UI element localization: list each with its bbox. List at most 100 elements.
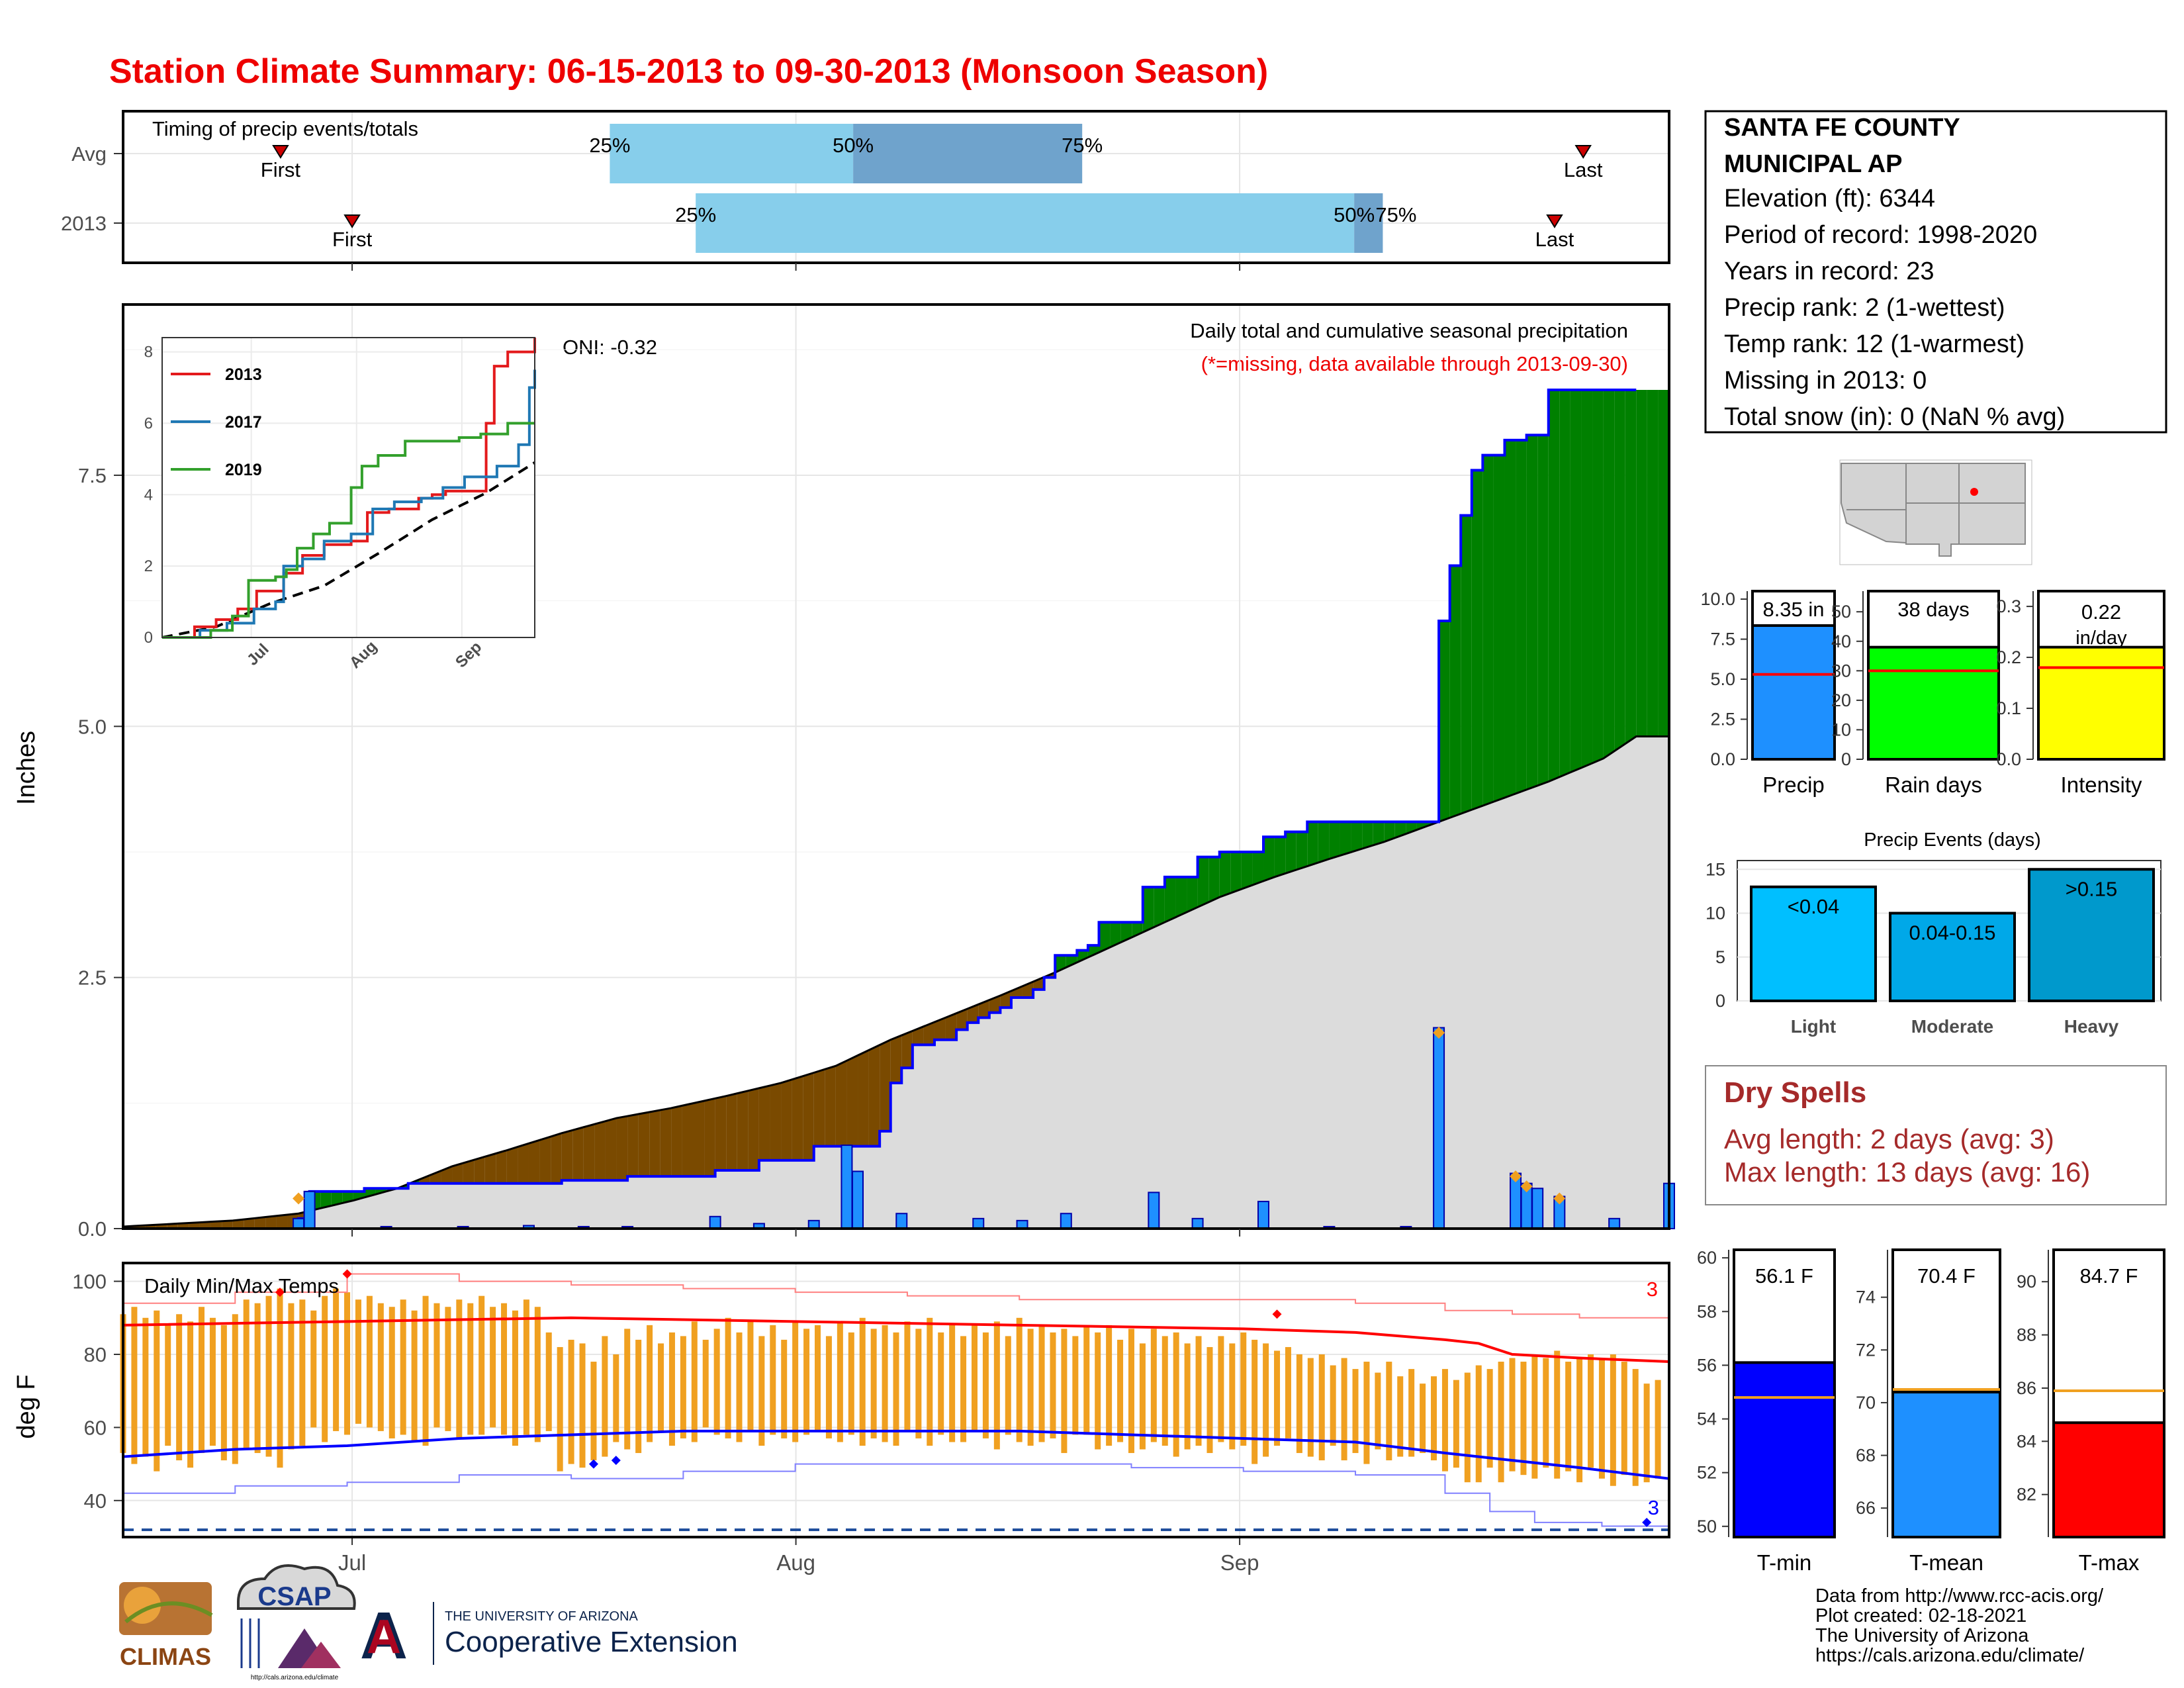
mini-chart-precip-events: Precip Events (days) 0 5 10 15 <0.04 Light 0.04… — [1706, 829, 2161, 1037]
inset-y-tick-label: 2 — [144, 557, 153, 575]
temps-daily-range-bar — [702, 1339, 709, 1428]
mini-value-bar — [2052, 1421, 2165, 1538]
temps-daily-range-bar — [1453, 1380, 1459, 1468]
precip-surplus-area — [1241, 851, 1253, 890]
precip-deficit-area — [967, 1004, 979, 1023]
precip-surplus-area — [1208, 857, 1220, 902]
temps-daily-range-bar — [187, 1321, 194, 1468]
temps-daily-range-bar — [1296, 1354, 1302, 1454]
temps-daily-range-bar — [870, 1329, 877, 1438]
temps-daily-range-bar — [277, 1288, 283, 1468]
precip-y-tick-label: 0.0 — [78, 1217, 107, 1241]
mini-value-label: 56.1 F — [1755, 1264, 1813, 1288]
timing-label-50: 50% — [833, 134, 874, 157]
dry-spells-box: Dry Spells Avg length: 2 days (avg: 3) M… — [1705, 1065, 2167, 1205]
precip-deficit-area — [792, 1076, 803, 1160]
temps-record-low-marker — [588, 1459, 598, 1469]
precip-deficit-area — [956, 1008, 968, 1030]
timing-frame — [122, 110, 1670, 264]
precip-surplus-area — [1439, 620, 1450, 822]
precip-events-bar — [2028, 868, 2155, 1002]
temps-daily-range-bar — [1588, 1354, 1594, 1468]
precip-surplus-area — [1384, 821, 1395, 842]
mini-value-label: 84.7 F — [2080, 1264, 2138, 1288]
precip-daily-bar — [1148, 1192, 1160, 1229]
temps-daily-range-bar — [1441, 1369, 1448, 1472]
temps-daily-range-bar — [1184, 1343, 1191, 1450]
temps-daily-range-bar — [1386, 1362, 1392, 1461]
temps-daily-range-bar — [400, 1299, 406, 1435]
temps-daily-range-bar — [1240, 1332, 1247, 1446]
timing-first-label: First — [261, 158, 301, 181]
precip-deficit-area — [803, 1072, 814, 1160]
mini-y-tick-label: 2.5 — [1710, 710, 1735, 729]
mini-y-tick-label: 70 — [1856, 1393, 1876, 1413]
precip-deficit-area — [605, 1118, 617, 1181]
precip-surplus-area — [1087, 945, 1099, 958]
ua-logo: A A THE UNIVERSITY OF ARIZONA Cooperativ… — [360, 1599, 738, 1673]
precip-subtitle: (*=missing, data available through 2013-… — [1201, 352, 1628, 375]
temps-daily-range-bar — [1150, 1329, 1157, 1442]
mini-category-label: Precip — [1762, 773, 1825, 797]
temps-record-high-marker — [1272, 1309, 1282, 1319]
precip-events-y-tick-label: 10 — [1706, 904, 1725, 923]
temps-daily-range-bar — [837, 1321, 843, 1442]
mini-value-bar — [1733, 1361, 1836, 1539]
timing-bar-50-75 — [1354, 193, 1383, 253]
temps-daily-range-bar — [1139, 1343, 1146, 1450]
inset-x-tick-label: Sep — [452, 638, 485, 671]
temps-daily-range-bar — [1565, 1362, 1572, 1472]
temps-record-high-count: 3 — [1647, 1278, 1658, 1301]
temps-daily-range-bar — [1475, 1365, 1482, 1483]
timing-label-75: 75% — [1375, 203, 1416, 226]
temps-daily-range-bar — [747, 1321, 754, 1431]
precip-surplus-area — [1132, 922, 1143, 937]
precip-deficit-area — [868, 1045, 880, 1147]
temps-daily-range-bar — [770, 1325, 776, 1435]
precip-surplus-area — [1559, 389, 1570, 777]
timing-label-50: 50% — [1334, 203, 1375, 226]
temps-daily-range-bar — [456, 1299, 463, 1438]
precip-deficit-area — [583, 1124, 595, 1181]
precip-daily-bar — [1191, 1217, 1204, 1229]
precip-panel: Daily total and cumulative seasonal prec… — [13, 303, 1675, 1241]
precip-events-category-label: Light — [1791, 1016, 1836, 1037]
precip-events-y-tick-label: 15 — [1706, 859, 1725, 879]
timing-first-marker — [272, 145, 289, 159]
temps-daily-range-bar — [1038, 1325, 1045, 1442]
footer-line-4: https://cals.arizona.edu/climate/ — [1815, 1645, 2085, 1666]
precip-daily-bar — [1060, 1213, 1072, 1230]
temps-daily-range-bar — [713, 1329, 720, 1435]
temps-daily-range-bar — [647, 1325, 653, 1442]
precip-surplus-area — [1318, 821, 1330, 863]
temps-y-axis-label: deg F — [13, 1374, 40, 1438]
precip-2013-cumulative-line — [123, 388, 1637, 1230]
timing-last-label: Last — [1564, 158, 1603, 181]
temps-panel: deg F 40 60 80 100 Jul Aug Sep Daily Min/Max Te… — [13, 1262, 1670, 1575]
svg-text:A: A — [367, 1611, 401, 1664]
temps-daily-range-bar — [557, 1346, 563, 1472]
temps-daily-range-bar — [1128, 1329, 1134, 1454]
precip-surplus-area — [1625, 389, 1637, 744]
temps-daily-range-bar — [265, 1295, 272, 1457]
precip-deficit-area — [1011, 986, 1023, 998]
timing-bar-50-75 — [853, 124, 1083, 183]
inset-frame — [161, 337, 535, 638]
temps-daily-range-bar — [658, 1343, 664, 1431]
inset-avg-line — [161, 461, 536, 639]
precip-deficit-area — [781, 1079, 792, 1160]
precip-deficit-area — [901, 1031, 913, 1068]
inset-y-tick-label: 4 — [144, 486, 153, 504]
precip-deficit-area — [265, 1215, 277, 1229]
precip-deficit-area — [813, 1069, 825, 1147]
timing-label-75: 75% — [1062, 134, 1103, 157]
ua-a-icon: A — [360, 1599, 408, 1673]
precip-surplus-area — [1636, 389, 1647, 737]
temps-daily-range-bar — [422, 1295, 429, 1446]
mini-y-tick-label: 72 — [1856, 1340, 1876, 1360]
precip-surplus-area — [1504, 440, 1516, 798]
inset-series-line-2013 — [162, 338, 536, 639]
footer-credits: Data from http://www.rcc-acis.org/ Plot … — [1815, 1585, 2104, 1666]
temps-daily-range-bar — [1576, 1358, 1583, 1483]
precip-surplus-area — [1285, 831, 1297, 874]
